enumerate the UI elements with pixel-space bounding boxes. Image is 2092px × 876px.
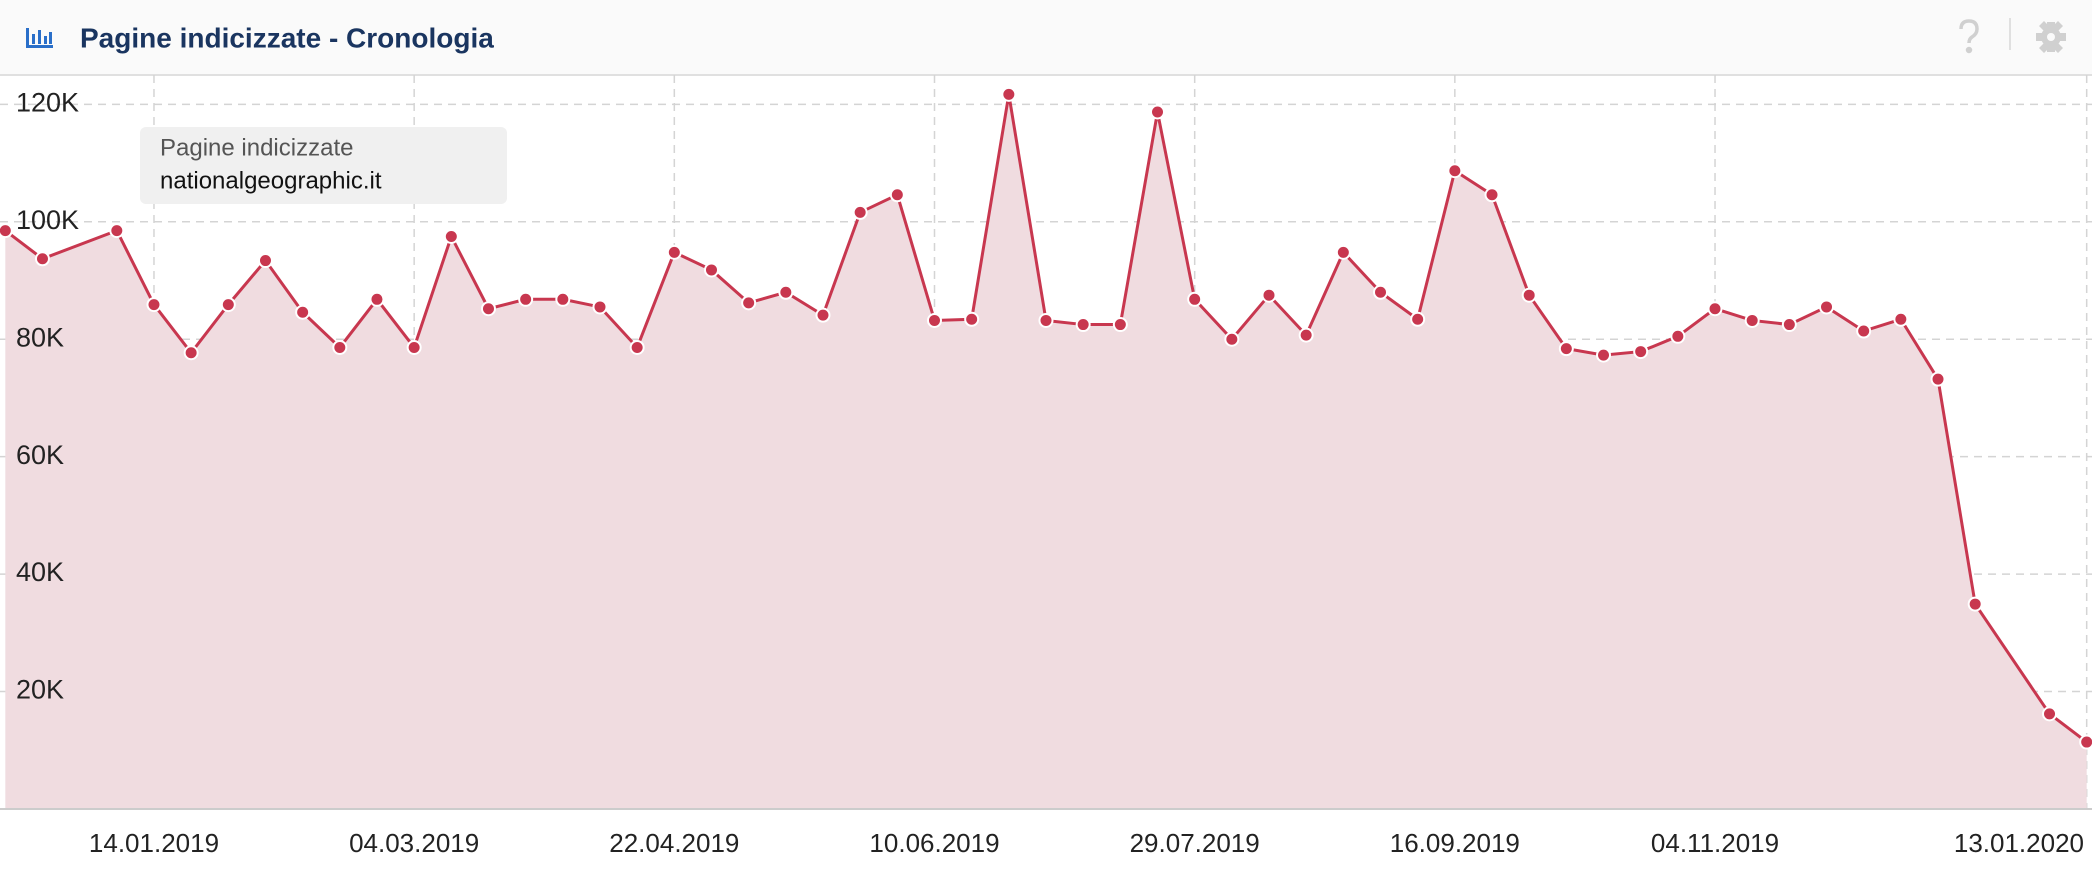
area-fill (5, 94, 2087, 809)
x-tick-label: 14.01.2019 (89, 828, 219, 858)
data-point (1447, 163, 1463, 179)
data-point (1633, 344, 1649, 360)
x-tick-label: 10.06.2019 (869, 828, 999, 858)
data-point (666, 244, 682, 260)
data-point (480, 301, 496, 317)
data-point (815, 307, 831, 323)
data-point (1410, 311, 1426, 327)
data-point (889, 187, 905, 203)
tooltip (140, 127, 507, 204)
data-point (1893, 311, 1909, 327)
header (0, 0, 2092, 75)
data-point (1967, 596, 1983, 612)
data-point (778, 284, 794, 300)
settings-icon[interactable] (2036, 21, 2066, 53)
data-point (1298, 327, 1314, 343)
data-point (1150, 104, 1166, 120)
data-point (555, 291, 571, 307)
data-point (257, 253, 273, 269)
data-point (926, 312, 942, 328)
data-point (964, 311, 980, 327)
data-point (220, 297, 236, 313)
data-point (1856, 323, 1872, 339)
data-point (852, 204, 868, 220)
y-tick-label: 40K (16, 557, 64, 587)
data-point (1373, 284, 1389, 300)
data-point (1819, 299, 1835, 315)
data-point (741, 295, 757, 311)
y-tick-label: 60K (16, 440, 64, 470)
help-icon[interactable] (1959, 19, 1979, 54)
data-point (592, 299, 608, 315)
data-point (443, 228, 459, 244)
data-point (518, 291, 534, 307)
data-point (1744, 312, 1760, 328)
data-point (2042, 706, 2058, 722)
data-point (1930, 371, 1946, 387)
data-point (34, 251, 50, 267)
y-tick-label: 120K (16, 87, 79, 117)
data-point (1261, 287, 1277, 303)
x-tick-label: 04.11.2019 (1651, 828, 1779, 858)
x-tick-label: 29.07.2019 (1130, 828, 1260, 858)
data-point (1112, 317, 1128, 333)
tooltip-heading: Pagine indicizzate (160, 134, 353, 161)
data-point (1670, 328, 1686, 344)
data-point (1484, 187, 1500, 203)
tooltip-series: nationalgeographic.it (160, 167, 382, 194)
data-point (295, 304, 311, 320)
chart-icon (26, 28, 53, 48)
data-point (1781, 317, 1797, 333)
data-point (0, 223, 13, 239)
y-tick-label: 20K (16, 675, 64, 705)
data-point (2079, 734, 2092, 750)
data-point (1187, 291, 1203, 307)
widget-title: Pagine indicizzate - Cronologia (80, 22, 494, 53)
data-point (369, 291, 385, 307)
y-tick-label: 80K (16, 322, 64, 352)
x-tick-label: 22.04.2019 (609, 828, 739, 858)
data-point (1001, 86, 1017, 102)
data-point (1075, 317, 1091, 333)
data-point (1224, 331, 1240, 347)
data-point (703, 262, 719, 278)
x-tick-label: 16.09.2019 (1390, 828, 1520, 858)
data-point (406, 339, 422, 355)
data-point (1707, 301, 1723, 317)
x-tick-label: 04.03.2019 (349, 828, 479, 858)
data-point (1521, 287, 1537, 303)
data-point (183, 345, 199, 361)
y-tick-label: 100K (16, 205, 79, 235)
data-point (332, 339, 348, 355)
data-point (1335, 244, 1351, 260)
x-tick-label: 13.01.2020 (1954, 828, 2084, 858)
data-point (1596, 347, 1612, 363)
data-point (629, 339, 645, 355)
data-point (146, 297, 162, 313)
data-point (1558, 341, 1574, 357)
data-point (109, 223, 125, 239)
data-point (1038, 312, 1054, 328)
